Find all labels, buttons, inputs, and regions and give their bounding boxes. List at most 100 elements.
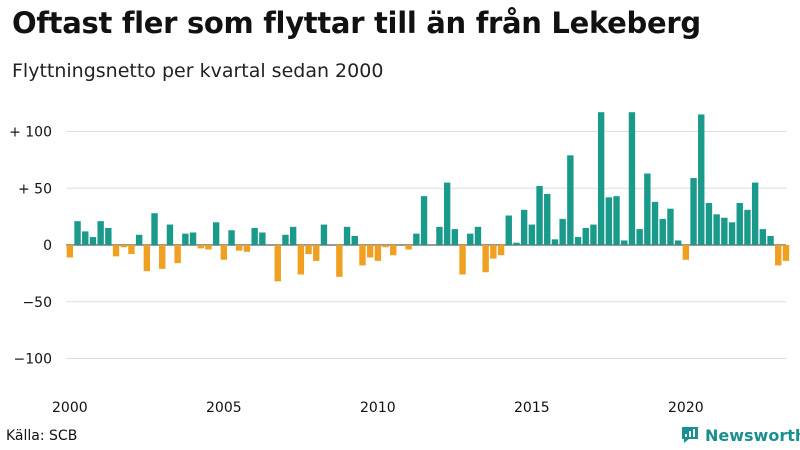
bar bbox=[420, 196, 428, 245]
bar bbox=[159, 245, 166, 269]
bar bbox=[559, 218, 566, 246]
bar bbox=[667, 208, 674, 245]
bar bbox=[736, 203, 743, 245]
bar bbox=[528, 224, 536, 245]
bar bbox=[467, 233, 474, 245]
bar bbox=[590, 224, 597, 245]
bar bbox=[120, 245, 127, 248]
x-tick-label: 2000 bbox=[52, 400, 88, 416]
bar bbox=[451, 229, 459, 245]
bar bbox=[659, 218, 666, 246]
bar bbox=[698, 114, 705, 245]
bar bbox=[97, 221, 104, 245]
bar bbox=[597, 112, 605, 246]
bar bbox=[297, 245, 305, 275]
bar bbox=[182, 233, 189, 245]
bar bbox=[205, 245, 212, 250]
bar bbox=[551, 239, 559, 245]
bar bbox=[66, 245, 74, 258]
bar bbox=[390, 245, 397, 256]
bar bbox=[613, 196, 620, 245]
bar bbox=[82, 231, 89, 245]
bar bbox=[174, 245, 181, 264]
bar bbox=[405, 245, 412, 250]
y-axis-labels: + 100 + 50 0 −50 −100 bbox=[9, 125, 52, 368]
bar bbox=[721, 217, 728, 245]
bar bbox=[436, 226, 443, 245]
bar bbox=[505, 215, 512, 245]
bar bbox=[313, 245, 320, 261]
bar bbox=[336, 245, 343, 277]
bar bbox=[197, 245, 204, 249]
bar bbox=[351, 235, 358, 245]
bar bbox=[520, 209, 528, 245]
bar bbox=[636, 229, 643, 245]
bar bbox=[690, 178, 697, 245]
bar bbox=[105, 227, 112, 245]
bar bbox=[166, 224, 174, 245]
bar bbox=[251, 227, 258, 245]
bar bbox=[343, 226, 351, 245]
bar bbox=[582, 227, 589, 245]
bar bbox=[605, 197, 613, 245]
x-tick-label: 2010 bbox=[360, 400, 396, 416]
bar bbox=[513, 242, 520, 245]
bar bbox=[236, 245, 243, 251]
bar bbox=[767, 235, 774, 245]
bar bbox=[713, 214, 720, 245]
bar bbox=[289, 226, 297, 245]
bar bbox=[497, 245, 505, 256]
y-tick-label: + 50 bbox=[18, 181, 52, 197]
bar bbox=[544, 193, 551, 246]
bar bbox=[567, 155, 574, 245]
bar bbox=[644, 173, 651, 245]
bar bbox=[74, 221, 81, 245]
bar bbox=[759, 229, 767, 245]
bar bbox=[282, 234, 289, 245]
bar bbox=[89, 237, 97, 246]
bar bbox=[628, 112, 636, 246]
bar bbox=[212, 222, 220, 245]
bar bbox=[682, 245, 690, 260]
x-tick-label: 2020 bbox=[668, 400, 704, 416]
x-axis-labels: 2000 2005 2010 2015 2020 bbox=[52, 400, 704, 416]
bar bbox=[128, 245, 135, 255]
chart-title: Oftast fler som flyttar till än från Lek… bbox=[12, 6, 701, 40]
newsworthy-logo-icon bbox=[682, 427, 698, 443]
bar bbox=[482, 245, 489, 273]
brand-name: Newsworthy bbox=[705, 425, 800, 445]
bar bbox=[366, 245, 374, 258]
bar bbox=[143, 245, 151, 272]
y-tick-label: −50 bbox=[22, 295, 52, 311]
bar bbox=[744, 209, 751, 245]
bar bbox=[135, 234, 143, 245]
y-tick-label: + 100 bbox=[9, 125, 52, 141]
bar bbox=[728, 222, 736, 245]
bar bbox=[305, 245, 312, 255]
bar bbox=[151, 213, 158, 245]
bar bbox=[674, 240, 682, 245]
brand-logo: Newsworthy bbox=[680, 425, 800, 445]
bar bbox=[382, 245, 389, 248]
bar bbox=[359, 245, 366, 266]
bar bbox=[490, 245, 497, 259]
bar bbox=[189, 232, 197, 245]
bar bbox=[536, 185, 543, 245]
bar bbox=[259, 232, 266, 245]
bar bbox=[782, 245, 790, 261]
bar bbox=[112, 245, 120, 257]
bars bbox=[66, 112, 790, 282]
bar bbox=[320, 224, 328, 245]
bar bbox=[574, 237, 582, 246]
chart-subtitle: Flyttningsnetto per kvartal sedan 2000 bbox=[12, 60, 384, 82]
y-tick-label: −100 bbox=[14, 352, 52, 368]
bar bbox=[443, 182, 451, 245]
gridlines bbox=[66, 131, 786, 359]
bar bbox=[274, 245, 281, 282]
x-tick-label: 2015 bbox=[514, 400, 550, 416]
y-tick-label: 0 bbox=[43, 238, 52, 254]
bar bbox=[243, 245, 251, 252]
bar bbox=[474, 226, 482, 245]
bar bbox=[751, 182, 759, 245]
